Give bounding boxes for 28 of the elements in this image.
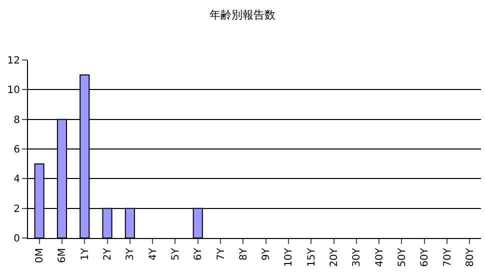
chart-title: 年齢別報告数	[210, 8, 276, 22]
x-tick-label: 20Y	[329, 247, 340, 267]
x-tick-label: 9Y	[261, 247, 272, 260]
y-tick-label: 10	[7, 85, 20, 96]
y-tick-label: 4	[14, 174, 20, 186]
x-tick-label: 70Y	[442, 247, 454, 267]
x-tick-label: 3Y	[125, 247, 136, 260]
x-tick-label: 40Y	[374, 247, 386, 267]
y-tick-label: 6	[14, 144, 20, 156]
x-tick-label: 6Y	[193, 247, 204, 260]
x-tick-label: 8Y	[238, 247, 250, 260]
x-tick-label: 80Y	[464, 247, 476, 267]
x-tick-label: 5Y	[170, 247, 182, 260]
x-tick-label: 15Y	[306, 247, 318, 267]
x-tick-label: 2Y	[102, 247, 114, 260]
x-tick-label: 10Y	[284, 247, 295, 267]
x-tick-label: 60Y	[420, 247, 431, 267]
y-tick-label: 12	[7, 56, 20, 66]
x-tick-label: 7Y	[216, 247, 227, 260]
x-tick-label: 6M	[57, 248, 68, 263]
x-tick-label: 30Y	[352, 247, 363, 267]
y-tick-label: 0	[14, 234, 20, 244]
y-tick-label: 8	[14, 114, 20, 126]
x-tick-label: 4Y	[148, 247, 159, 260]
x-tick-label: 0M	[34, 248, 46, 263]
x-tick-label: 50Y	[396, 247, 408, 267]
y-tick-label: 2	[14, 204, 20, 215]
x-tick-label: 1Y	[80, 247, 91, 260]
